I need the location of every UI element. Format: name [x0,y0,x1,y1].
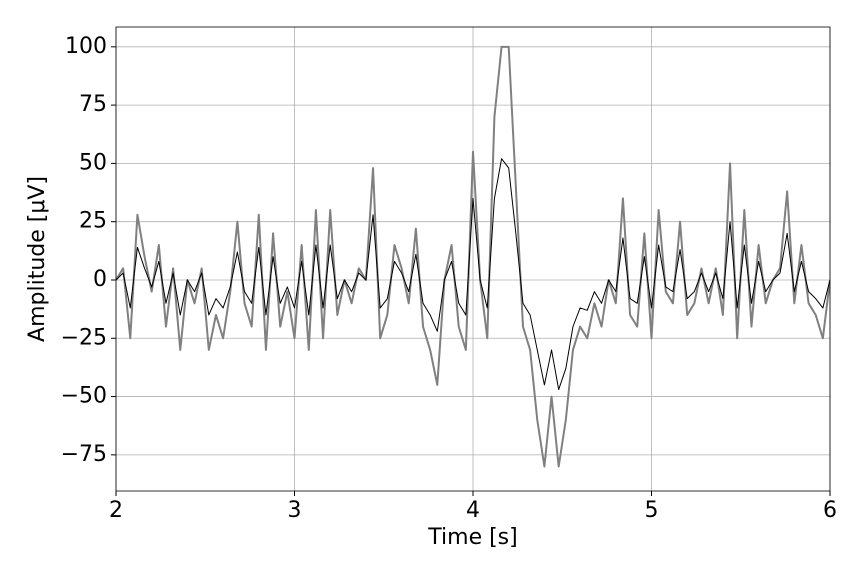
x-tick-label: 3 [288,498,302,523]
line-series [116,45,830,468]
x-tick-label: 4 [466,498,480,523]
y-tick-label: 75 [79,92,107,117]
y-tick-label: −25 [61,325,107,350]
y-tick-label: 25 [79,209,107,234]
plot-frame [115,26,831,492]
x-tick-label: 5 [645,498,659,523]
y-axis-label: Amplitude [μV] [25,176,50,342]
y-tick-label: −50 [61,384,107,409]
y-tick-label: 0 [93,267,107,292]
x-tick-label: 6 [823,498,837,523]
y-tick-label: −75 [61,442,107,467]
x-axis-label: Time [s] [427,525,517,550]
y-tick-label: 100 [65,34,107,59]
y-tick-label: 50 [79,150,107,175]
x-tick-label: 2 [109,498,123,523]
line-series [116,158,830,391]
